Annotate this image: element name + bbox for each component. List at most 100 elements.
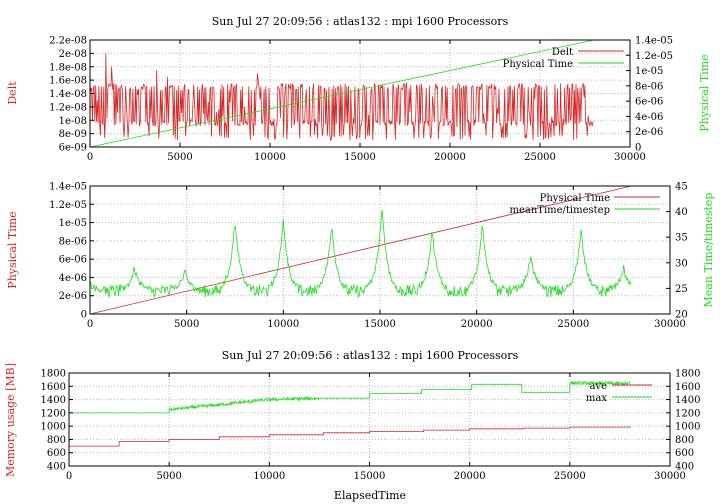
panel-2-legend: Physical Time meanTime/timestep xyxy=(509,193,660,216)
legend-3-ave-label: ave xyxy=(589,381,607,392)
y-tick-label: 1e-08 xyxy=(59,116,87,127)
panel-physical-time: 0 5000 10000 15000 20000 25000 30000 0 2e-06 4e-0… xyxy=(6,182,715,331)
legend-3-max-label: max xyxy=(586,393,607,404)
y2-tick-label: 6e-06 xyxy=(635,97,663,108)
y-tick-label: 2e-06 xyxy=(59,291,87,302)
y2-tick-label: 600 xyxy=(675,448,694,459)
y-tick-label: 1400 xyxy=(41,395,66,406)
panel-delt: Sun Jul 27 20:09:56 : atlas132 : mpi 160… xyxy=(6,15,711,163)
x-tick-label: 25000 xyxy=(557,319,589,330)
panel-2-series xyxy=(89,185,632,315)
panel-1-ticks: 0 5000 10000 15000 20000 25000 30000 6e-09 8e-09… xyxy=(49,36,673,164)
x-tick-label: 0 xyxy=(87,152,93,163)
legend-2-physical-time-label: Physical Time xyxy=(540,193,610,204)
y-tick-label: 800 xyxy=(47,435,66,446)
x-tick-label: 30000 xyxy=(654,471,686,482)
y2-tick-label: 400 xyxy=(675,462,694,473)
panel-1-legend: Delt Physical Time xyxy=(503,47,624,70)
y2-tick-label: 40 xyxy=(675,207,688,218)
x-tick-label: 5000 xyxy=(167,152,192,163)
y2-tick-label: 1e-05 xyxy=(635,66,663,77)
y-tick-label: 1.4e-08 xyxy=(49,89,87,100)
panel-3-ticks: 0 5000 10000 15000 20000 25000 300004006008001… xyxy=(41,369,701,483)
y2-tick-label: 35 xyxy=(675,233,688,244)
panel-1-y2label: Physical Time xyxy=(698,54,711,131)
x-tick-label: 15000 xyxy=(364,319,396,330)
y-tick-label: 1200 xyxy=(41,408,66,419)
x-tick-label: 0 xyxy=(66,471,72,482)
x-tick-label: 30000 xyxy=(614,152,646,163)
x-tick-label: 20000 xyxy=(454,471,486,482)
y2-tick-label: 1600 xyxy=(675,382,700,393)
x-tick-label: 20000 xyxy=(434,152,466,163)
y-tick-label: 1.2e-05 xyxy=(49,200,87,211)
y-tick-label: 8e-09 xyxy=(59,129,87,140)
series-physical-time-line xyxy=(89,39,595,148)
x-tick-label: 0 xyxy=(87,319,93,330)
y-tick-label: 1e-05 xyxy=(59,218,87,229)
x-tick-label: 5000 xyxy=(174,319,199,330)
y-tick-label: 1600 xyxy=(41,382,66,393)
y2-tick-label: 1400 xyxy=(675,395,700,406)
y-tick-label: 4e-06 xyxy=(59,273,87,284)
panel-3-legend: ave max xyxy=(586,381,652,404)
y2-tick-label: 8e-06 xyxy=(635,81,663,92)
panel-memory: Sun Jul 27 20:09:56 : atlas132 : mpi 160… xyxy=(4,349,700,502)
y-tick-label: 1.8e-08 xyxy=(49,62,87,73)
panel-3-title: Sun Jul 27 20:09:56 : atlas132 : mpi 160… xyxy=(222,349,519,362)
series-delt-line xyxy=(89,53,594,141)
y2-tick-label: 20 xyxy=(675,310,688,321)
panel-3-frame xyxy=(68,372,671,467)
y-tick-label: 1800 xyxy=(41,369,66,380)
x-tick-label: 30000 xyxy=(654,319,686,330)
y2-tick-label: 45 xyxy=(675,182,688,193)
y2-tick-label: 0 xyxy=(635,143,641,154)
y2-tick-label: 1.2e-05 xyxy=(635,51,673,62)
legend-2-mean-time-label: meanTime/timestep xyxy=(509,205,610,216)
y-tick-label: 600 xyxy=(47,448,66,459)
x-tick-label: 5000 xyxy=(156,471,181,482)
panel-2-y2label: Mean Time/timestep xyxy=(702,193,715,308)
panel-3-grid xyxy=(69,373,670,466)
y2-tick-label: 1200 xyxy=(675,408,700,419)
panel-3-xlabel: ElapsedTime xyxy=(334,489,406,502)
x-tick-label: 25000 xyxy=(554,471,586,482)
x-tick-label: 25000 xyxy=(524,152,556,163)
x-tick-label: 10000 xyxy=(253,471,285,482)
y2-tick-label: 1000 xyxy=(675,422,700,433)
y2-tick-label: 4e-06 xyxy=(635,112,663,123)
y-tick-label: 1.4e-05 xyxy=(49,182,87,193)
series-meantime-timestep-line xyxy=(89,210,632,299)
series-max-line xyxy=(69,380,631,414)
y2-tick-label: 2e-06 xyxy=(635,127,663,138)
legend-1-delt-label: Delt xyxy=(552,47,573,58)
panel-3-series xyxy=(69,380,631,447)
y2-tick-label: 1800 xyxy=(675,369,700,380)
y-tick-label: 1.2e-08 xyxy=(49,102,87,113)
series-physical-time-line xyxy=(89,185,632,315)
y-tick-label: 400 xyxy=(47,462,66,473)
series-ave-line xyxy=(69,426,631,447)
x-tick-label: 10000 xyxy=(254,152,286,163)
y-tick-label: 6e-06 xyxy=(59,255,87,266)
panel-1-ylabel: Delt xyxy=(6,81,19,105)
x-tick-label: 20000 xyxy=(461,319,493,330)
y2-tick-label: 1.4e-05 xyxy=(635,36,673,47)
y-tick-label: 1000 xyxy=(41,422,66,433)
panel-3-ylabel: Memory usage [MB] xyxy=(4,363,17,477)
y2-tick-label: 30 xyxy=(675,258,688,269)
x-tick-label: 15000 xyxy=(344,152,376,163)
y-tick-label: 8e-06 xyxy=(59,236,87,247)
y2-tick-label: 800 xyxy=(675,435,694,446)
legend-1-physical-time-label: Physical Time xyxy=(503,59,573,70)
y-tick-label: 1.6e-08 xyxy=(49,76,87,87)
y-tick-label: 2.2e-08 xyxy=(49,36,87,47)
panel-1-series xyxy=(89,39,595,148)
y-tick-label: 0 xyxy=(81,310,87,321)
panel-2-ylabel: Physical Time xyxy=(6,211,19,288)
panel-1-title: Sun Jul 27 20:09:56 : atlas132 : mpi 160… xyxy=(212,15,509,28)
x-tick-label: 15000 xyxy=(354,471,386,482)
panel-2-ticks: 0 5000 10000 15000 20000 25000 30000 0 2e-06 4e-0… xyxy=(49,182,688,331)
